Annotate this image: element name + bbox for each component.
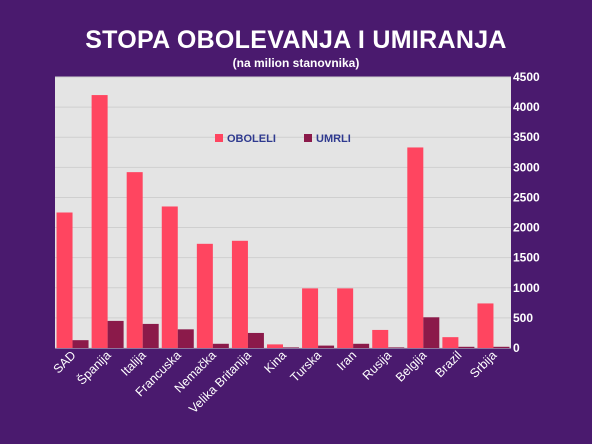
x-tick-label: Iran <box>334 348 359 373</box>
x-tick-label: Španija <box>74 347 114 387</box>
y-tick-label: 3000 <box>513 160 540 174</box>
bar-oboleli-12 <box>477 303 494 348</box>
bar-oboleli-11 <box>442 337 459 348</box>
y-tick-label: 0 <box>513 341 520 355</box>
legend-label-oboleli: OBOLELI <box>227 133 276 145</box>
chart-subtitle: (na milion stanovnika) <box>232 56 360 70</box>
bar-umrli-9 <box>388 347 405 348</box>
bar-umrli-0 <box>72 340 89 348</box>
bar-oboleli-5 <box>231 240 248 348</box>
y-tick-label: 500 <box>513 311 533 325</box>
x-tick-label: Turska <box>288 348 325 385</box>
bar-oboleli-9 <box>372 329 389 348</box>
bar-umrli-1 <box>107 320 124 348</box>
chart-title: STOPA OBOLEVANJA I UMIRANJA <box>85 26 507 54</box>
bar-oboleli-2 <box>126 172 143 348</box>
bar-oboleli-4 <box>196 243 213 348</box>
y-tick-label: 4500 <box>513 70 540 84</box>
bar-oboleli-10 <box>407 147 424 348</box>
bar-umrli-5 <box>247 332 264 348</box>
bar-umrli-10 <box>423 317 440 348</box>
bar-oboleli-8 <box>337 288 354 348</box>
x-tick-label: Brazil <box>432 348 464 380</box>
bar-oboleli-0 <box>56 212 73 348</box>
x-tick-label: Italija <box>118 348 149 379</box>
y-tick-label: 1000 <box>513 281 540 295</box>
y-tick-label: 1500 <box>513 251 540 265</box>
bar-umrli-12 <box>493 346 510 348</box>
x-tick-label: SAD <box>51 348 79 376</box>
x-tick-label: Velika Britanija <box>186 348 254 416</box>
bar-oboleli-1 <box>91 95 108 348</box>
x-tick-label: Srbija <box>467 348 500 381</box>
y-tick-label: 2000 <box>513 221 540 235</box>
bar-umrli-11 <box>458 346 475 348</box>
bar-umrli-6 <box>283 347 299 348</box>
legend-swatch-umrli <box>304 134 312 142</box>
bar-oboleli-7 <box>302 288 319 348</box>
y-tick-label: 4000 <box>513 100 540 114</box>
bar-oboleli-6 <box>267 344 283 348</box>
legend-swatch-oboleli <box>215 134 223 142</box>
bar-umrli-7 <box>318 345 335 348</box>
bar-umrli-2 <box>142 323 159 348</box>
bar-oboleli-3 <box>161 206 178 348</box>
x-tick-label: Kina <box>262 348 290 376</box>
y-tick-label: 3500 <box>513 130 540 144</box>
bar-umrli-8 <box>353 343 370 348</box>
x-tick-label: Belgija <box>393 348 429 384</box>
x-tick-label: Rusija <box>360 348 394 382</box>
bar-umrli-4 <box>212 343 229 348</box>
legend-label-umrli: UMRLI <box>316 133 351 145</box>
bar-umrli-3 <box>177 329 194 348</box>
y-tick-label: 2500 <box>513 190 540 204</box>
plot-area <box>55 77 511 348</box>
